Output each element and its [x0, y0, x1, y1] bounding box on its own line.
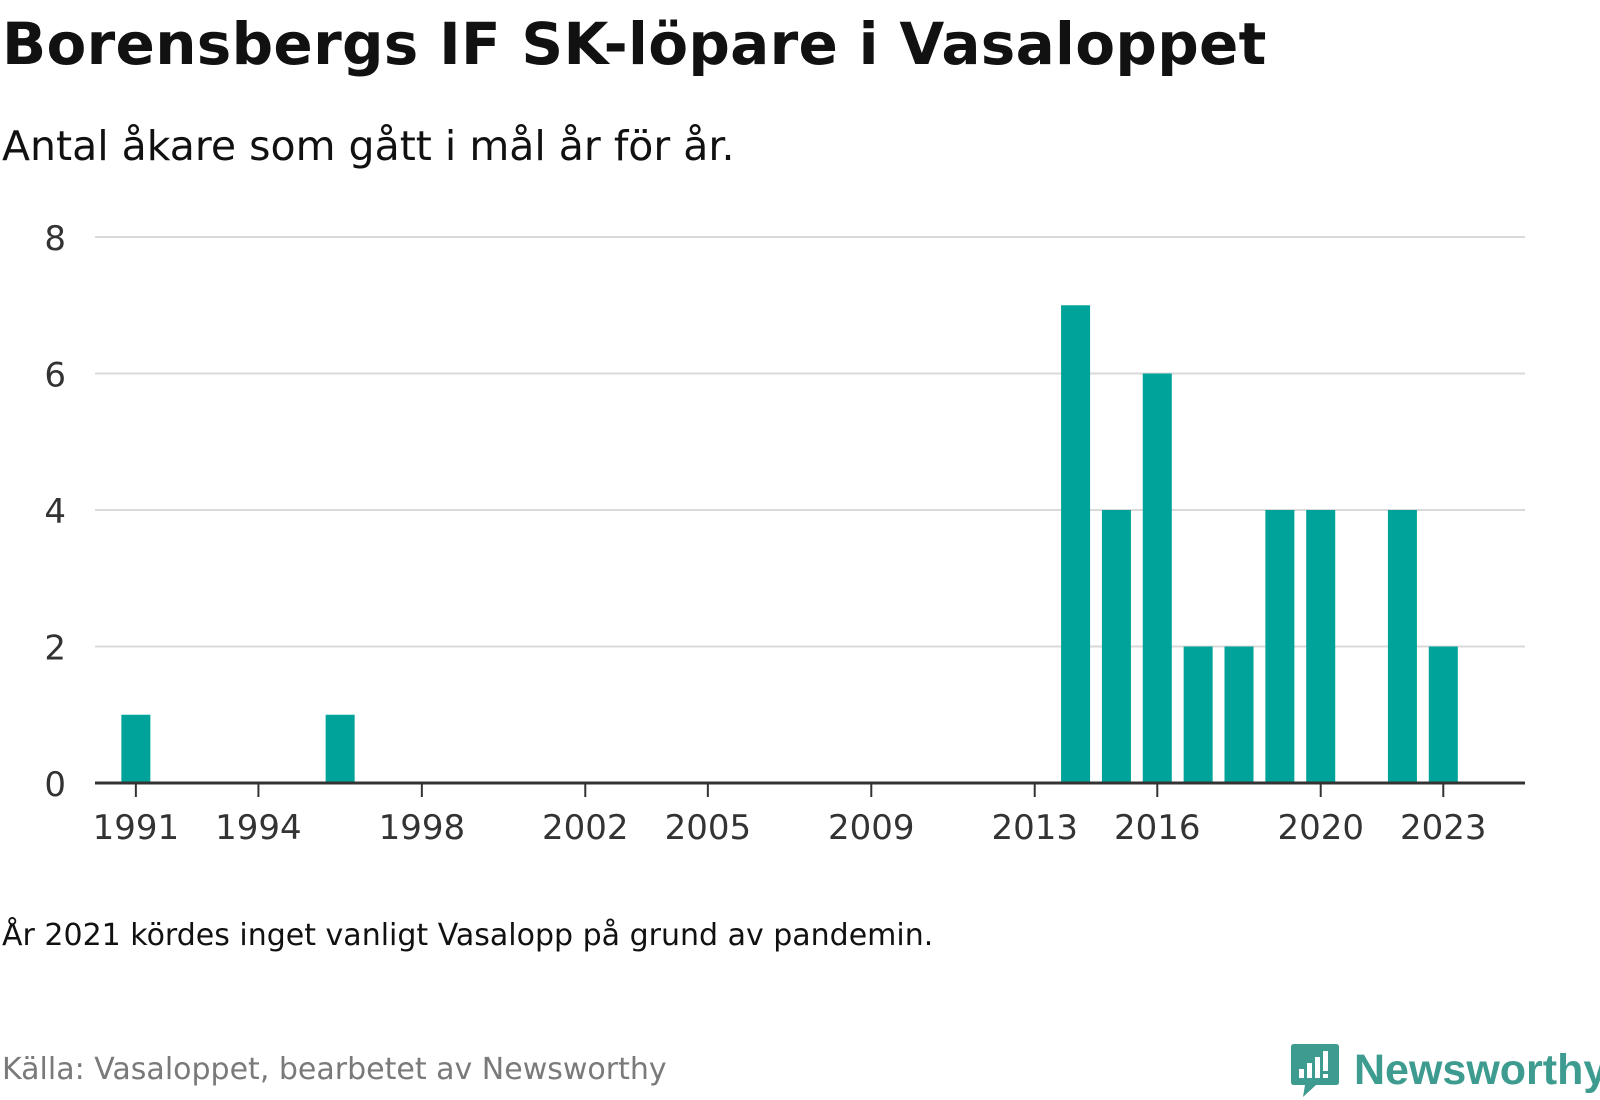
x-tick-label: 2020 [1277, 808, 1364, 848]
x-tick-label: 2023 [1400, 808, 1487, 848]
x-tick-label: 2005 [665, 808, 752, 848]
bar [1428, 646, 1458, 783]
bar [1387, 510, 1417, 783]
bar [1265, 510, 1295, 783]
chart-subtitle: Antal åkare som gått i mål år för år. [2, 122, 735, 170]
bar [1101, 510, 1131, 783]
y-tick-label: 0 [44, 765, 66, 805]
x-tick-label: 2002 [542, 808, 629, 848]
bar [325, 714, 355, 783]
newsworthy-logo-icon [1291, 1044, 1339, 1097]
bar [1061, 305, 1091, 783]
y-tick-label: 6 [44, 356, 66, 396]
x-tick-label: 2009 [828, 808, 915, 848]
y-tick-label: 2 [44, 629, 66, 669]
bar [1306, 510, 1336, 783]
x-tick-label: 1998 [379, 808, 466, 848]
y-axis-ticks: 0 2 4 6 8 [44, 219, 66, 805]
bar [121, 714, 151, 783]
x-tick-label: 1991 [93, 808, 180, 848]
bar [1183, 646, 1213, 783]
y-tick-label: 8 [44, 219, 66, 259]
x-axis-ticks: 1991 1994 1998 2002 2005 2009 2013 2016 2020 2023 [93, 783, 1487, 848]
x-tick-label: 2016 [1114, 808, 1201, 848]
x-tick-label: 2013 [991, 808, 1078, 848]
source-text: Källa: Vasaloppet, bearbetet av Newswort… [2, 1052, 667, 1087]
bar-chart: 0 2 4 6 8 1991 1994 1998 2002 2005 2009 2013 2016 20… [44, 219, 1525, 848]
y-tick-label: 4 [44, 492, 66, 532]
bars [121, 305, 1458, 783]
newsworthy-brand-name: Newsworthy [1354, 1045, 1600, 1094]
bar [1224, 646, 1254, 783]
bar [1142, 373, 1172, 783]
x-tick-label: 1994 [215, 808, 302, 848]
newsworthy-brand: Newsworthy [1290, 1040, 1600, 1100]
chart-note: År 2021 kördes inget vanligt Vasalopp på… [2, 918, 934, 953]
chart-title: Borensbergs IF SK-löpare i Vasaloppet [2, 10, 1267, 78]
